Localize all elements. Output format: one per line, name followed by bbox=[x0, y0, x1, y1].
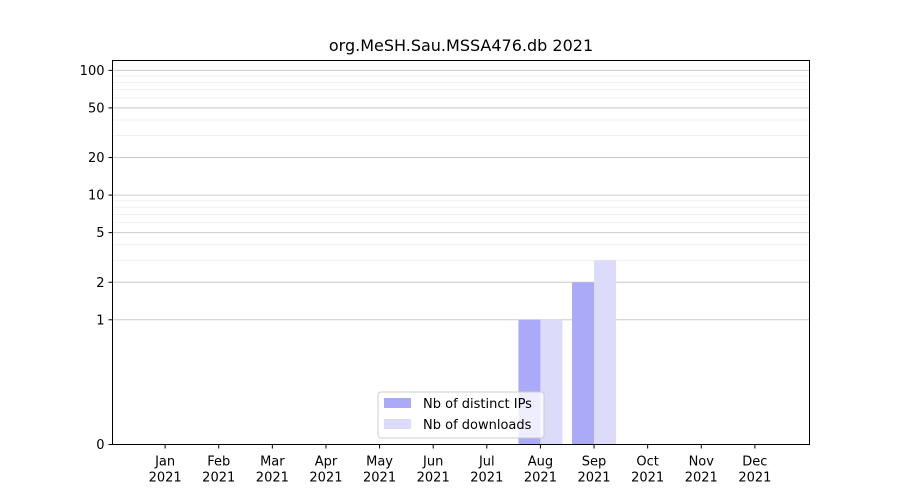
y-tick-label: 100 bbox=[80, 64, 105, 79]
x-tick-label-month: Oct bbox=[636, 455, 658, 470]
x-tick-label-month: Jan bbox=[154, 455, 175, 470]
x-tick-label-year: 2021 bbox=[417, 471, 450, 486]
legend-box bbox=[377, 391, 545, 439]
x-tick-label-month: Feb bbox=[207, 455, 230, 470]
x-tick-label-month: Sep bbox=[582, 455, 607, 470]
y-tick-label: 20 bbox=[88, 151, 105, 166]
x-tick-label-year: 2021 bbox=[470, 471, 503, 486]
chart-title: org.MeSH.Sau.MSSA476.db 2021 bbox=[329, 36, 593, 55]
x-tick-label-year: 2021 bbox=[524, 471, 557, 486]
x-tick-label-year: 2021 bbox=[202, 471, 235, 486]
y-axis: 0 1 2 5 10 20 50 100 bbox=[80, 64, 113, 453]
x-tick-label-month: Aug bbox=[528, 455, 553, 470]
x-tick-label-year: 2021 bbox=[256, 471, 289, 486]
x-tick-label-year: 2021 bbox=[149, 471, 182, 486]
x-tick-label-year: 2021 bbox=[363, 471, 396, 486]
y-tick-label: 50 bbox=[88, 101, 105, 116]
bar-downloads-aug bbox=[540, 319, 563, 445]
y-tick-label: 10 bbox=[88, 189, 105, 204]
x-tick-label-month: Jul bbox=[478, 455, 495, 470]
x-tick-label-year: 2021 bbox=[309, 471, 342, 486]
x-tick-label-year: 2021 bbox=[685, 471, 718, 486]
legend-swatch bbox=[384, 419, 411, 429]
x-axis: Jan2021Feb2021Mar2021Apr2021May2021Jun20… bbox=[149, 444, 771, 486]
plot-frame bbox=[112, 60, 810, 445]
x-tick-label-year: 2021 bbox=[738, 471, 771, 486]
x-tick-label-month: Apr bbox=[315, 455, 338, 470]
legend-entry-label: Nb of downloads bbox=[423, 418, 532, 433]
y-tick-label: 5 bbox=[96, 226, 104, 241]
x-tick-label-month: Nov bbox=[689, 455, 715, 470]
x-tick-label-year: 2021 bbox=[631, 471, 664, 486]
legend: Nb of distinct IPs Nb of downloads bbox=[377, 391, 545, 439]
grid-layer bbox=[112, 69, 810, 321]
x-tick-label-month: May bbox=[366, 455, 393, 470]
legend-entry-label: Nb of distinct IPs bbox=[423, 397, 532, 412]
x-tick-label-month: Mar bbox=[260, 455, 285, 470]
bar-downloads-sep bbox=[594, 260, 617, 445]
x-tick-label-year: 2021 bbox=[577, 471, 610, 486]
bar-distinct-ips-sep bbox=[572, 282, 595, 445]
x-tick-label-month: Dec bbox=[742, 455, 767, 470]
y-tick-label: 0 bbox=[96, 438, 104, 453]
y-tick-label: 1 bbox=[96, 313, 104, 328]
y-tick-label: 2 bbox=[96, 276, 104, 291]
x-tick-label-month: Jun bbox=[422, 455, 443, 470]
legend-swatch bbox=[384, 398, 411, 408]
